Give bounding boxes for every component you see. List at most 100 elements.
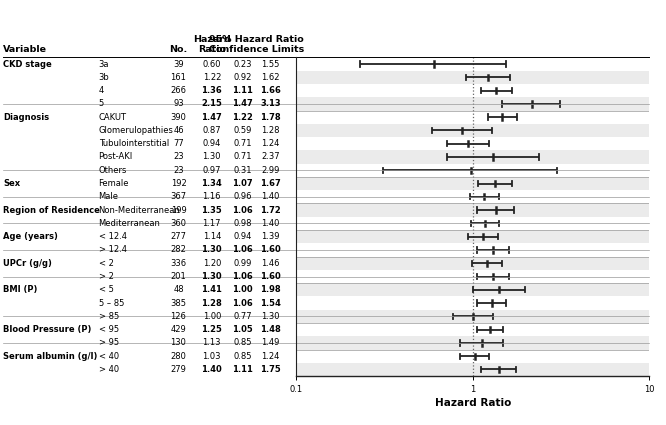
Text: Male: Male: [99, 193, 119, 201]
Text: 1.00: 1.00: [232, 285, 252, 294]
Text: Post-AKI: Post-AKI: [99, 153, 133, 162]
Text: 0.71: 0.71: [233, 153, 252, 162]
Bar: [296, 164, 649, 177]
Bar: [296, 297, 649, 310]
Bar: [296, 177, 649, 190]
Text: 1.47: 1.47: [232, 99, 253, 108]
Text: Blood Pressure (P): Blood Pressure (P): [3, 325, 92, 334]
Bar: [296, 97, 649, 110]
Text: 1.41: 1.41: [201, 285, 222, 294]
Text: 266: 266: [170, 86, 186, 95]
Bar: [296, 84, 649, 97]
Text: 0.94: 0.94: [233, 232, 252, 241]
Text: 0.77: 0.77: [233, 312, 252, 321]
Text: Hazard
Ratio: Hazard Ratio: [193, 34, 230, 54]
Text: CAKUT: CAKUT: [99, 113, 127, 122]
Bar: [296, 110, 649, 124]
Text: No.: No.: [169, 45, 188, 54]
Text: 0.99: 0.99: [233, 259, 252, 268]
Text: Variable: Variable: [3, 45, 47, 54]
Bar: [296, 363, 649, 376]
Text: 5 – 85: 5 – 85: [99, 299, 124, 308]
Text: 1.47: 1.47: [201, 113, 222, 122]
Bar: [296, 124, 649, 137]
Text: Glomerulopathies: Glomerulopathies: [99, 126, 173, 135]
Text: < 95: < 95: [99, 325, 119, 334]
Text: 1.24: 1.24: [261, 352, 280, 361]
Bar: [296, 57, 649, 71]
Text: 1.06: 1.06: [232, 206, 253, 215]
Text: 161: 161: [170, 73, 186, 82]
Text: 1.34: 1.34: [201, 179, 222, 188]
Text: < 40: < 40: [99, 352, 119, 361]
Text: 1.14: 1.14: [202, 232, 221, 241]
Text: 360: 360: [170, 219, 186, 228]
Text: > 2: > 2: [99, 272, 113, 281]
Text: 279: 279: [170, 365, 186, 374]
Text: Mediterranean: Mediterranean: [99, 219, 161, 228]
Text: 1.98: 1.98: [260, 285, 280, 294]
Bar: [296, 310, 649, 323]
Text: 1.28: 1.28: [261, 126, 280, 135]
Text: 48: 48: [173, 285, 184, 294]
Text: 1.28: 1.28: [201, 299, 222, 308]
Text: 0.97: 0.97: [202, 166, 221, 175]
Bar: [296, 243, 649, 257]
Bar: [296, 71, 649, 84]
Text: 0.23: 0.23: [233, 60, 252, 68]
Text: 0.85: 0.85: [233, 338, 252, 347]
Text: 1.16: 1.16: [202, 193, 221, 201]
Text: 277: 277: [170, 232, 186, 241]
Text: 3a: 3a: [99, 60, 109, 68]
Text: 429: 429: [170, 325, 186, 334]
Bar: [296, 323, 649, 336]
Text: 1.36: 1.36: [201, 86, 222, 95]
Text: 1.62: 1.62: [261, 73, 280, 82]
Bar: [296, 217, 649, 230]
Bar: [296, 137, 649, 150]
Text: 1.60: 1.60: [260, 246, 281, 255]
Text: 1.07: 1.07: [232, 179, 252, 188]
Text: 23: 23: [173, 153, 184, 162]
Text: 1.54: 1.54: [260, 299, 281, 308]
Text: 2.99: 2.99: [261, 166, 280, 175]
Text: UPCr (g/g): UPCr (g/g): [3, 259, 52, 268]
Text: 1.35: 1.35: [201, 206, 222, 215]
Text: 1.22: 1.22: [202, 73, 221, 82]
Text: 199: 199: [170, 206, 186, 215]
Text: 0.85: 0.85: [233, 352, 252, 361]
Text: 1.72: 1.72: [260, 206, 281, 215]
Text: 0.96: 0.96: [233, 193, 252, 201]
Text: 0.31: 0.31: [233, 166, 252, 175]
Text: Non-Mediterranean: Non-Mediterranean: [99, 206, 180, 215]
X-axis label: Hazard Ratio: Hazard Ratio: [435, 398, 511, 408]
Bar: [296, 349, 649, 363]
Text: Age (years): Age (years): [3, 232, 58, 241]
Text: CKD stage: CKD stage: [3, 60, 52, 68]
Text: 282: 282: [170, 246, 186, 255]
Text: > 85: > 85: [99, 312, 119, 321]
Text: Serum albumin (g/l): Serum albumin (g/l): [3, 352, 98, 361]
Text: 390: 390: [170, 113, 186, 122]
Text: 1.24: 1.24: [261, 139, 280, 148]
Text: 2.37: 2.37: [261, 153, 280, 162]
Text: 1.30: 1.30: [202, 272, 222, 281]
Text: BMI (P): BMI (P): [3, 285, 38, 294]
Text: 95% Hazard Ratio
Confidence Limits: 95% Hazard Ratio Confidence Limits: [208, 34, 304, 54]
Text: 0.59: 0.59: [233, 126, 252, 135]
Bar: [296, 270, 649, 283]
Text: 1.48: 1.48: [260, 325, 281, 334]
Text: 1.05: 1.05: [232, 325, 253, 334]
Text: 280: 280: [170, 352, 186, 361]
Text: Others: Others: [99, 166, 127, 175]
Text: 336: 336: [170, 259, 186, 268]
Text: 1.78: 1.78: [260, 113, 280, 122]
Bar: [296, 283, 649, 297]
Text: 1.40: 1.40: [261, 193, 280, 201]
Text: 0.94: 0.94: [202, 139, 221, 148]
Text: > 12.4: > 12.4: [99, 246, 127, 255]
Text: 0.98: 0.98: [233, 219, 252, 228]
Text: 23: 23: [173, 166, 184, 175]
Text: 0.92: 0.92: [233, 73, 252, 82]
Text: 46: 46: [173, 126, 184, 135]
